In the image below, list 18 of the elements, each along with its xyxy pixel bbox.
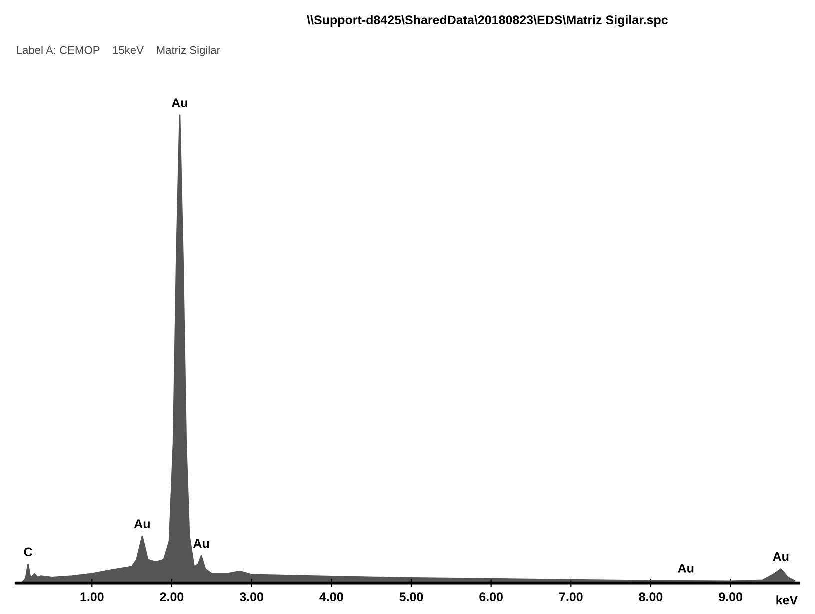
x-tick-label: 3.00	[240, 592, 264, 602]
annotation: Au	[773, 552, 789, 562]
x-tick-label: 8.00	[639, 592, 663, 602]
annotation: Au	[678, 564, 694, 573]
x-tick-label: 4.00	[320, 592, 344, 602]
annotation: Au	[134, 520, 150, 528]
annotation: C	[24, 548, 32, 557]
x-tick-label: 2.00	[160, 592, 184, 602]
x-tick-label: 1.00	[80, 592, 104, 602]
x-axis-title: keV	[776, 596, 798, 605]
x-tick-label: 6.00	[480, 592, 503, 602]
annotation: Au	[194, 539, 210, 548]
x-tick-label: 5.00	[400, 592, 424, 602]
chart-title: \\Support-d8425\SharedData\20180823\EDS\Matriz Sigilar.spc	[307, 15, 668, 28]
chart-subtitle: Label A: CEMOP 15keV Matriz Sigilar	[17, 46, 220, 56]
annotation: Au	[172, 98, 188, 108]
x-tick-label: 9.00	[719, 592, 742, 602]
x-tick-label: 7.00	[560, 592, 583, 602]
